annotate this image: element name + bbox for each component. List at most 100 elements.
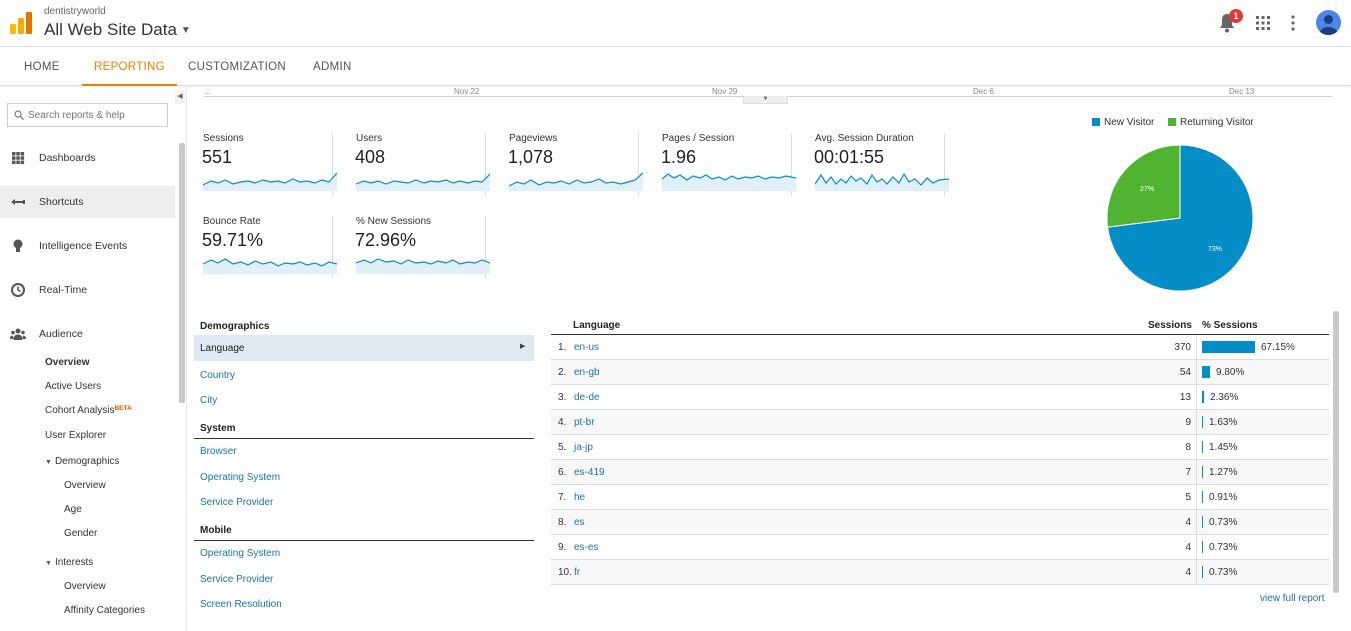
caret-down-icon: ▼ [180,25,191,37]
metric-value: 551 [202,147,233,167]
metric-bounce-rate[interactable]: Bounce Rate 59.71% [187,216,337,279]
dimension-mobile-service-provider[interactable]: Service Provider [200,574,274,585]
sidebar-demographics-overview[interactable]: Overview [64,480,106,491]
search-input[interactable] [28,107,164,123]
sidebar-age[interactable]: Age [64,504,82,515]
mobile-header: Mobile [194,525,534,541]
sidebar-item-real-time[interactable]: Real-Time [0,274,175,306]
row-language[interactable]: es-419 [574,467,605,478]
row-language[interactable]: es [574,517,585,528]
dimension-screen-resolution[interactable]: Screen Resolution [200,599,282,610]
shortcut-arrow-icon [11,199,25,205]
grid-icon [12,152,25,165]
sidebar-item-dashboards[interactable]: Dashboards [0,142,175,174]
metric-value: 72.96% [355,230,417,250]
metric-pages-per-session[interactable]: Pages / Session 1.96 [646,133,796,196]
sidebar-item-shortcuts[interactable]: Shortcuts [0,186,175,218]
dimension-language-selected[interactable]: Language ▶ [194,335,534,361]
metric-pageviews[interactable]: Pageviews 1,078 [493,133,643,196]
row-index: 6. [558,467,567,478]
sidebar-audience-overview[interactable]: Overview [45,357,90,368]
row-language[interactable]: pt-br [574,417,595,428]
sidebar-active-users[interactable]: Active Users [45,381,102,392]
collapse-sidebar-button[interactable]: ◀ [175,90,185,104]
sidebar-demographics[interactable]: ▼ Demographics [45,456,119,467]
sidebar-item-intelligence-events[interactable]: Intelligence Events [0,230,175,262]
metric-sessions[interactable]: Sessions 551 [187,133,337,196]
metric-users[interactable]: Users 408 [340,133,490,196]
dimension-mobile-operating-system[interactable]: Operating System [200,548,281,559]
column-divider [1196,335,1197,360]
sparkline [815,172,949,191]
row-language[interactable]: fr [574,567,581,578]
timeline-label: ... [204,87,211,96]
table-row: 5. ja-jp 8 1.45% [551,435,1329,460]
tab-reporting[interactable]: REPORTING [82,48,177,86]
sidebar-cohort-analysis[interactable]: Cohort AnalysisBETA [45,405,132,416]
row-share-bar [1202,541,1203,553]
dimension-browser[interactable]: Browser [200,446,237,457]
user-avatar[interactable] [1316,10,1341,35]
tab-home[interactable]: HOME [24,61,60,73]
clock-icon [11,283,25,297]
triangle-down-icon: ▼ [45,560,52,567]
visitor-pie-chart: 73% 27% [1106,144,1254,292]
sparkline [203,172,337,191]
table-row: 6. es-419 7 1.27% [551,460,1329,485]
col-language: Language [573,320,621,331]
legend-swatch [1168,118,1176,127]
table-row: 4. pt-br 9 1.63% [551,410,1329,435]
table-scrollbar[interactable] [1333,311,1339,593]
col-sessions[interactable]: Sessions [1148,320,1192,331]
column-divider [1196,360,1197,385]
timeline-label: Nov 29 [712,87,738,96]
metric-avg-session-duration[interactable]: Avg. Session Duration 00:01:55 [799,133,949,196]
pie-slice-returning-visitor[interactable] [1106,144,1181,228]
row-index: 4. [558,417,567,428]
apps-grid-icon[interactable] [1256,16,1270,30]
row-pct: 0.73% [1209,517,1238,528]
chevron-right-icon: ▶ [520,343,526,350]
table-header: Language Sessions % Sessions [551,320,1329,335]
sidebar-user-explorer[interactable]: User Explorer [45,430,107,441]
property-selector[interactable]: All Web Site Data ▼ [44,20,191,40]
row-share-bar [1202,516,1203,528]
metric-new-sessions[interactable]: % New Sessions 72.96% [340,216,490,279]
row-language[interactable]: en-us [574,342,600,353]
legend-returning-visitor: Returning Visitor [1168,117,1254,128]
row-language[interactable]: es-es [574,542,599,553]
row-share-bar [1202,566,1203,578]
pie-label-new-visitor: 73% [1208,246,1222,253]
sidebar-item-audience[interactable]: Audience [0,318,175,350]
beta-badge: BETA [114,405,132,412]
dimension-service-provider[interactable]: Service Provider [200,497,274,508]
row-sessions: 13 [1179,392,1191,403]
cohort-label: Cohort Analysis [45,405,115,416]
interests-label: Interests [54,557,94,568]
row-language[interactable]: de-de [574,392,600,403]
sidebar-interests[interactable]: ▼ Interests [45,557,93,568]
column-divider [1196,435,1197,460]
analytics-logo-icon[interactable] [10,12,32,34]
dimension-city[interactable]: City [200,395,218,406]
top-bar: dentistryworld All Web Site Data ▼ 1 [0,0,1351,47]
dimension-operating-system[interactable]: Operating System [200,472,281,483]
sidebar-scrollbar[interactable] [179,143,185,403]
dimension-country[interactable]: Country [200,370,236,381]
row-language[interactable]: he [574,492,586,503]
row-index: 1. [558,342,567,353]
view-full-report-link[interactable]: view full report [1260,593,1325,604]
sidebar-interests-overview[interactable]: Overview [64,581,106,592]
metric-name: Users [356,133,383,144]
col-pct-sessions[interactable]: % Sessions [1202,320,1258,331]
row-sessions: 4 [1185,517,1191,528]
sidebar-gender[interactable]: Gender [64,528,98,539]
row-language[interactable]: ja-jp [574,442,593,453]
more-vert-icon[interactable] [1290,15,1296,31]
expand-timeline-button[interactable]: ▼ [743,96,788,104]
row-language[interactable]: en-gb [574,367,600,378]
sidebar-affinity-categories[interactable]: Affinity Categories [64,605,145,616]
row-index: 10. [558,567,572,578]
tab-admin[interactable]: ADMIN [313,61,352,73]
tab-customization[interactable]: CUSTOMIZATION [188,61,287,73]
